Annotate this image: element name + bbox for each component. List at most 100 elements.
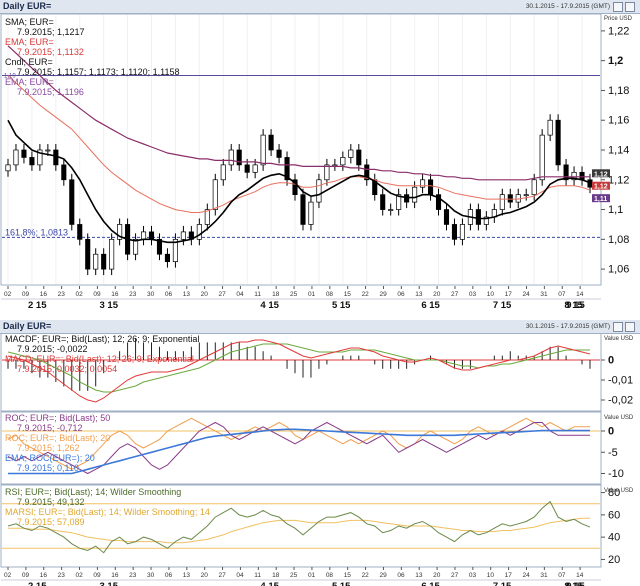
candle-body [316,179,322,203]
candle-body [396,194,402,210]
ind-x-day-label: 09 [22,572,30,579]
macd-legend: MACDF; EUR=; Bid(Last); 12; 26; 9; Expon… [5,334,199,374]
candle-body [348,149,354,158]
ind-x-day-label: 31 [540,572,548,579]
macdf-legend-name: MACDF; EUR=; Bid(Last); 12; 26; 9; Expon… [5,334,200,344]
candle-body [435,194,442,210]
price-x-day-label: 04 [236,291,244,298]
candle-body [172,238,178,263]
price-x-day-label: 27 [219,291,227,298]
price-x-day-label: 01 [308,291,316,298]
cndl-legend-name: Cndl; EUR= [5,57,53,67]
price-tick-label: 1,22 [608,25,629,37]
close-icon-2[interactable] [625,322,635,332]
price-x-day-label: 16 [111,291,119,298]
ind-x-day-label: 01 [308,572,316,579]
candle-body [340,157,346,166]
candle-body [571,171,577,181]
candle-body [252,164,258,173]
candle-body [236,149,242,166]
candle-body [140,231,147,240]
ind-x-day-label: 06 [165,572,173,579]
rocema-legend-name: EMA; ROC(EUR=); 20 [5,453,95,463]
rsi-legend-value: 7.9.2015; 49,132 [17,497,85,507]
rsi-unit-label: Value USD [604,488,634,494]
roc-tick-label: -5 [608,447,618,459]
ind-x-day-label: 06 [397,572,405,579]
price-x-day-label: 17 [505,291,513,298]
candle-body [483,216,489,225]
ind-x-month-label: 2 15 [28,581,47,586]
candle-body [324,164,330,181]
price-flag-label: 1,12 [594,184,608,191]
candle-body [499,194,505,210]
candle-body [268,134,274,151]
price-tick-label: 1,14 [608,145,629,157]
ind-x-day-label: 22 [362,572,370,579]
ind-x-day-label: 13 [183,572,191,579]
price-tick-label: 1,12 [608,174,629,186]
candle-body [300,194,306,225]
date-range: 30.1.2015 - 17.9.2015 (GMT) [525,3,610,10]
rsi-legend: RSI; EUR=; Bid(Last); 14; Wilder Smoothi… [5,487,210,527]
rsi-legend-name: RSI; EUR=; Bid(Last); 14; Wilder Smoothi… [5,487,182,497]
candle-body [101,253,107,270]
price-x-day-label: 13 [415,291,423,298]
ind-x-month-label: 8 15 [564,581,583,586]
candle-body [260,134,266,166]
price-tick-label: 1,1 [608,204,623,216]
roc-unit-label: Value USD [604,415,634,421]
rsi-tick-label: 40 [608,532,620,544]
price-x-day-label: 25 [290,291,298,298]
candle-body [53,149,59,166]
price-x-day-label: 02 [76,291,84,298]
ind-x-day-label: 23 [129,572,137,579]
ind-x-day-label: 16 [111,572,119,579]
ind-x-day-label: 27 [219,572,227,579]
price-x-month-label: 7 15 [493,300,512,311]
ind-x-day-label: 27 [451,572,459,579]
candle-body [220,164,226,181]
price-flag [592,194,610,203]
ind-x-day-label: 04 [236,572,244,579]
ema-line [7,75,591,213]
price-x-day-label: 06 [165,291,173,298]
rsi-tick-label: 20 [608,554,620,566]
candle-body [364,164,370,181]
close-icon[interactable] [625,2,635,12]
candle-body [356,149,362,166]
ind-x-month-label: 9 15 [566,581,585,586]
ind-x-day-label: 14 [576,572,584,579]
ind-x-month-label: 7 15 [493,581,512,586]
cndl-legend-value: 7.9.2015; 1,1157; 1,1173; 1,1120; 1,1158 [17,67,180,77]
window-title: Daily EUR= [3,1,52,11]
candle-body [21,149,27,158]
price-x-day-label: 23 [129,291,137,298]
price-x-day-label: 15 [344,291,352,298]
price-x-day-label: 14 [576,291,584,298]
candle-body [284,157,290,181]
window-title-2: Daily EUR= [3,321,52,331]
price-unit-label: Price USD [604,16,633,22]
price-x-day-label: 20 [201,291,209,298]
ind-x-day-label: 03 [469,572,477,579]
restore-icon[interactable] [613,2,623,12]
price-x-day-label: 09 [22,291,30,298]
candle-body [244,164,250,173]
candle-body [451,224,458,240]
ema2-line [7,119,591,244]
rsi-tick-label: 60 [608,509,620,521]
price-x-day-label: 02 [4,291,12,298]
marsi-line [8,517,590,544]
price-x-day-label: 16 [40,291,48,298]
candle-body [523,194,529,197]
resistance-line-label: 1,19 [4,74,16,80]
price-x-day-label: 31 [540,291,548,298]
ind-x-day-label: 25 [290,572,298,579]
restore-icon-2[interactable] [613,322,623,332]
price-x-day-label: 29 [379,291,387,298]
price-x-month-label: 8 15 [564,300,583,311]
candle-body [93,253,99,270]
ema-legend-name: EMA; EUR= [5,37,54,47]
ind-x-day-label: 30 [147,572,155,579]
